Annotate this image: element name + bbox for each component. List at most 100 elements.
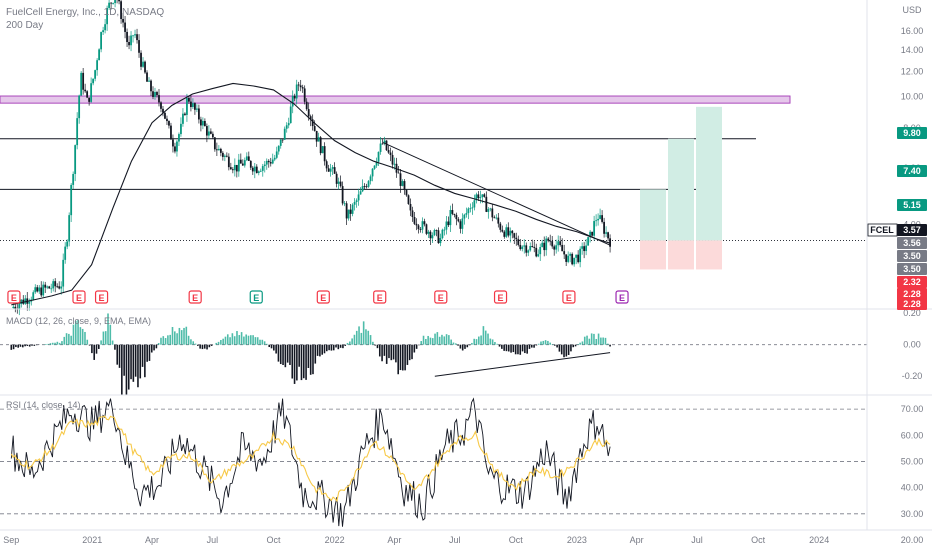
earnings-marker[interactable]: E xyxy=(7,290,21,304)
candle xyxy=(251,165,254,175)
earnings-badge[interactable] xyxy=(493,290,508,304)
macd-histogram-bar xyxy=(420,341,423,345)
candle-body xyxy=(401,181,404,186)
candle xyxy=(385,140,388,151)
rsi-pane[interactable] xyxy=(0,397,867,527)
candle-body xyxy=(14,306,17,309)
candle xyxy=(527,249,530,257)
macd-histogram-bar xyxy=(217,341,220,345)
candle xyxy=(192,98,194,109)
earnings-badge[interactable] xyxy=(373,290,387,304)
candle-body xyxy=(451,209,454,214)
earnings-badge[interactable] xyxy=(188,290,202,304)
candle xyxy=(471,202,474,215)
candle xyxy=(146,70,148,82)
macd-histogram-bar xyxy=(208,344,211,348)
candle xyxy=(235,164,238,178)
macd-histogram-bar xyxy=(148,344,151,361)
candle-body xyxy=(194,103,196,110)
candle xyxy=(152,86,154,100)
earnings-marker[interactable]: E xyxy=(562,290,576,304)
candle xyxy=(198,104,200,124)
earnings-marker[interactable]: E xyxy=(373,290,387,304)
candle-body xyxy=(271,159,274,164)
candle xyxy=(122,12,124,28)
candle-body xyxy=(283,128,286,140)
earnings-marker[interactable]: E xyxy=(188,290,202,304)
time-tick-label: Oct xyxy=(509,535,524,545)
candle-body xyxy=(595,220,598,222)
candle-body xyxy=(605,232,607,234)
candle-body xyxy=(425,224,428,234)
stop-box xyxy=(640,240,666,270)
macd-histogram-bar xyxy=(586,335,588,345)
candle-body xyxy=(295,84,298,99)
price-tag-bg xyxy=(897,199,927,211)
candle xyxy=(106,5,108,31)
macd-histogram-bar xyxy=(392,344,395,360)
earnings-marker[interactable]: E xyxy=(249,290,263,304)
earnings-badge[interactable] xyxy=(316,290,330,304)
macd-histogram-bar xyxy=(238,335,241,345)
macd-histogram-bar xyxy=(491,339,494,345)
candle xyxy=(445,216,448,235)
macd-pane[interactable] xyxy=(0,313,867,396)
candle-body xyxy=(393,163,396,165)
earnings-badge[interactable] xyxy=(434,290,448,304)
candle xyxy=(539,243,542,261)
candle xyxy=(48,285,51,289)
macd-histogram-bar xyxy=(378,344,381,357)
macd-histogram-bar xyxy=(229,337,231,345)
candle-body xyxy=(279,139,282,146)
macd-histogram-bar xyxy=(404,344,406,371)
candle-body xyxy=(180,123,182,135)
candle xyxy=(162,106,164,117)
symbol-title[interactable]: FuelCell Energy, Inc., 1D, NASDAQ xyxy=(6,7,165,18)
earnings-marker[interactable]: E xyxy=(316,290,330,304)
candle xyxy=(98,48,101,61)
price-tag-value: 2.28 xyxy=(903,289,921,299)
earnings-marker[interactable]: E xyxy=(434,290,448,304)
earnings-badge[interactable] xyxy=(7,290,21,304)
earnings-badge[interactable] xyxy=(615,290,629,304)
earnings-badge[interactable] xyxy=(72,290,86,304)
candle xyxy=(459,219,462,234)
candle xyxy=(543,236,546,257)
macd-histogram-bar xyxy=(503,344,505,351)
candle-body xyxy=(599,215,602,219)
macd-histogram-bar xyxy=(581,341,584,345)
candle xyxy=(591,231,594,237)
candle-body xyxy=(251,167,254,172)
earnings-badge[interactable] xyxy=(562,290,576,304)
candle-body xyxy=(525,245,528,253)
earnings-badge[interactable] xyxy=(94,290,109,304)
earnings-marker[interactable]: E xyxy=(72,290,86,304)
macd-histogram-bar xyxy=(332,344,335,351)
earnings-badge[interactable] xyxy=(249,290,263,304)
earnings-marker[interactable]: E xyxy=(615,290,629,304)
earnings-marker[interactable]: E xyxy=(94,290,109,304)
candle-body xyxy=(231,169,234,171)
rsi-tick-label: 60.00 xyxy=(901,430,924,440)
candle xyxy=(275,146,278,160)
candle-body xyxy=(413,217,416,224)
candle-body xyxy=(160,102,162,109)
macd-histogram-bar xyxy=(365,329,367,345)
candle xyxy=(299,79,302,92)
candle-body xyxy=(519,244,522,250)
earnings-marker[interactable]: E xyxy=(493,290,508,304)
candle xyxy=(563,244,566,260)
candle-body xyxy=(213,137,216,150)
candle-body xyxy=(403,181,406,191)
candle-body xyxy=(118,0,120,2)
price-tag-value: 3.50 xyxy=(903,264,921,274)
candle-body xyxy=(90,83,93,102)
candle xyxy=(142,57,144,68)
macd-histogram-bar xyxy=(554,344,556,346)
candle-body xyxy=(287,123,290,126)
macd-histogram-bar xyxy=(259,339,261,345)
candle xyxy=(309,114,312,127)
candle-body xyxy=(587,237,590,246)
